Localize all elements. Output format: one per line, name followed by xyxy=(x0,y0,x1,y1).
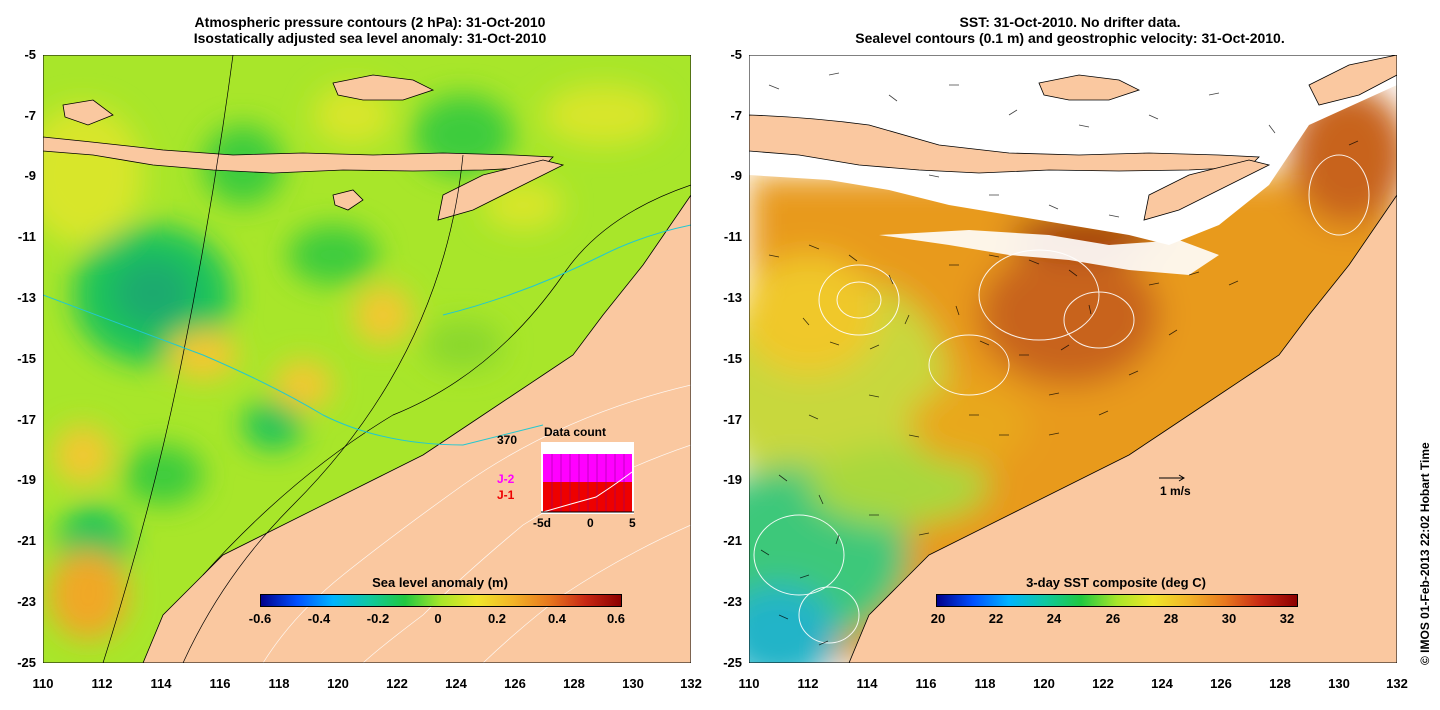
right-ytick: -21 xyxy=(723,533,742,548)
left-cb-tick-5: 0.2 xyxy=(487,611,507,626)
right-ytick: -17 xyxy=(723,412,742,427)
right-cb-tick-7: 32 xyxy=(1279,611,1295,626)
left-xtick: 128 xyxy=(563,676,585,691)
left-cb-tick-1: -0.6 xyxy=(248,611,272,626)
left-colorbar-title: Sea level anomaly (m) xyxy=(372,575,508,590)
left-ytick: -19 xyxy=(17,472,36,487)
right-xtick: 118 xyxy=(974,676,996,691)
right-cb-tick-3: 24 xyxy=(1046,611,1062,626)
right-ytick: -7 xyxy=(730,108,742,123)
left-ytick: -23 xyxy=(17,594,36,609)
right-ytick: -9 xyxy=(730,168,742,183)
right-cb-tick-1: 20 xyxy=(930,611,946,626)
right-ytick: -13 xyxy=(723,290,742,305)
left-ytick: -7 xyxy=(24,108,36,123)
left-xtick: 124 xyxy=(445,676,467,691)
right-title-line2: Sealevel contours (0.1 m) and geostrophi… xyxy=(855,30,1285,46)
right-xtick: 112 xyxy=(797,676,819,691)
left-ytick: -11 xyxy=(17,229,36,244)
left-cb-tick-4: 0 xyxy=(434,611,442,626)
right-xtick: 110 xyxy=(738,676,760,691)
right-xtick: 120 xyxy=(1033,676,1055,691)
right-title-line1: SST: 31-Oct-2010. No drifter data. xyxy=(959,14,1181,30)
inset-xtick-mid: 0 xyxy=(587,516,594,530)
sst-colorbar xyxy=(936,594,1298,607)
left-cb-tick-2: -0.4 xyxy=(307,611,331,626)
left-xtick: 116 xyxy=(209,676,231,691)
left-title-line2: Isostatically adjusted sea level anomaly… xyxy=(193,30,547,46)
right-ytick: -15 xyxy=(723,351,742,366)
inset-series-j1: J-1 xyxy=(497,488,515,502)
left-xtick: 110 xyxy=(32,676,54,691)
right-xtick: 122 xyxy=(1092,676,1114,691)
right-xtick: 116 xyxy=(915,676,937,691)
left-xtick: 122 xyxy=(386,676,408,691)
right-ytick: -19 xyxy=(723,472,742,487)
left-xtick: 118 xyxy=(268,676,290,691)
left-cb-tick-7: 0.6 xyxy=(606,611,626,626)
right-colorbar-title: 3-day SST composite (deg C) xyxy=(1026,575,1206,590)
right-xtick: 132 xyxy=(1386,676,1408,691)
sea-level-colorbar xyxy=(260,594,622,607)
left-xtick: 130 xyxy=(622,676,644,691)
left-xtick: 120 xyxy=(327,676,349,691)
left-ytick: -13 xyxy=(17,290,36,305)
left-ytick: -25 xyxy=(17,655,36,670)
left-ytick: -17 xyxy=(17,412,36,427)
right-cb-tick-6: 30 xyxy=(1221,611,1237,626)
left-xtick: 132 xyxy=(680,676,702,691)
left-xtick: 112 xyxy=(91,676,113,691)
left-ytick: -15 xyxy=(17,351,36,366)
left-ytick: -5 xyxy=(24,47,36,62)
right-ytick: -5 xyxy=(730,47,742,62)
right-cb-tick-4: 26 xyxy=(1105,611,1121,626)
inset-title: Data count xyxy=(544,425,607,439)
left-ytick: -21 xyxy=(17,533,36,548)
right-xtick: 124 xyxy=(1151,676,1173,691)
left-xtick: 126 xyxy=(504,676,526,691)
right-cb-tick-2: 22 xyxy=(988,611,1004,626)
right-xtick: 128 xyxy=(1269,676,1291,691)
left-cb-tick-6: 0.4 xyxy=(547,611,567,626)
left-xtick: 114 xyxy=(150,676,172,691)
copyright-notice: © IMOS 01-Feb-2013 22:02 Hobart Time xyxy=(1418,442,1432,665)
data-count-inset-chart xyxy=(541,442,634,514)
right-ytick: -11 xyxy=(723,229,742,244)
inset-xtick-right: 5 xyxy=(629,516,636,530)
inset-max-label: 370 xyxy=(497,433,518,447)
inset-series-j2: J-2 xyxy=(497,472,515,486)
left-cb-tick-3: -0.2 xyxy=(366,611,390,626)
right-xtick: 114 xyxy=(856,676,878,691)
sst-velocity-map xyxy=(689,54,1409,685)
right-cb-tick-5: 28 xyxy=(1163,611,1179,626)
inset-xtick-left: -5d xyxy=(533,516,551,530)
right-xtick: 130 xyxy=(1328,676,1350,691)
right-xtick: 126 xyxy=(1210,676,1232,691)
left-title-line1: Atmospheric pressure contours (2 hPa): 3… xyxy=(194,14,546,30)
right-ytick: -25 xyxy=(723,655,742,670)
right-ytick: -23 xyxy=(723,594,742,609)
left-ytick: -9 xyxy=(24,168,36,183)
velocity-scale-label: 1 m/s xyxy=(1160,484,1191,498)
sea-level-anomaly-map xyxy=(23,54,692,664)
